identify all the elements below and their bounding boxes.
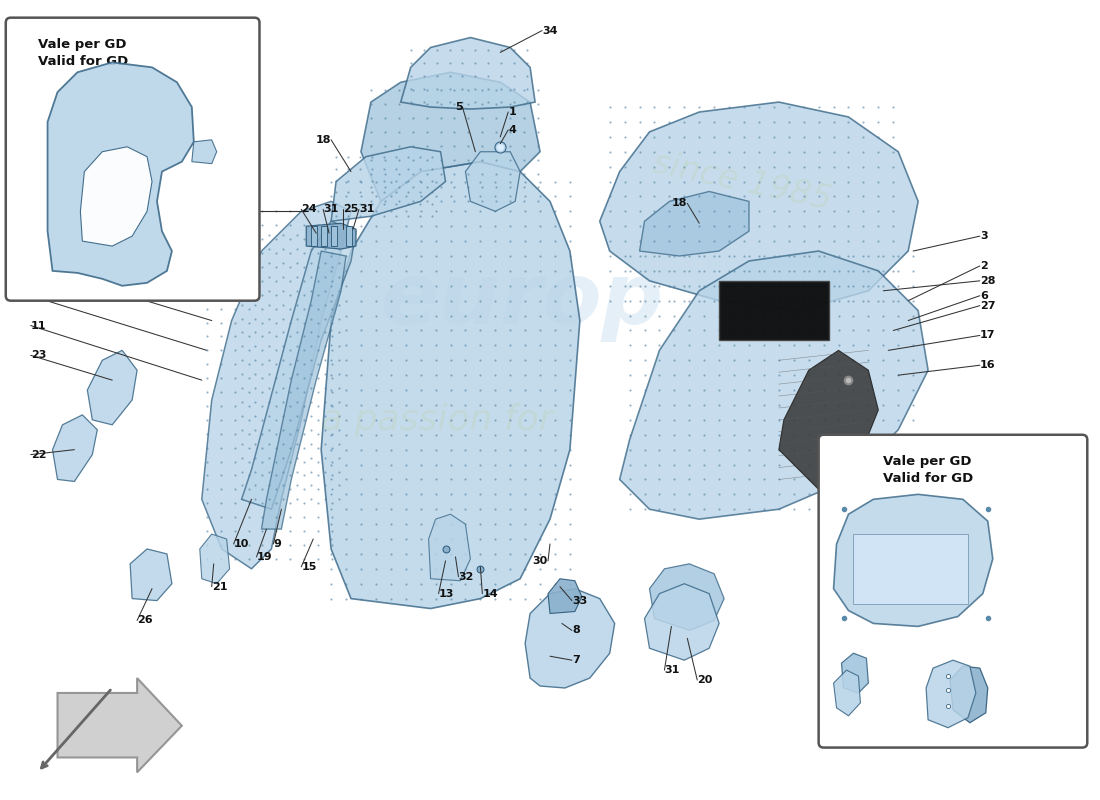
Text: 14: 14: [482, 589, 498, 598]
Polygon shape: [600, 102, 918, 310]
Polygon shape: [201, 202, 351, 569]
Polygon shape: [854, 534, 968, 603]
Text: 31: 31: [323, 204, 339, 214]
Text: 16: 16: [980, 360, 996, 370]
Text: 20: 20: [697, 675, 713, 685]
Polygon shape: [47, 62, 194, 286]
Text: 24: 24: [301, 204, 317, 214]
Polygon shape: [321, 162, 580, 609]
Text: 35: 35: [31, 281, 46, 290]
Text: 31: 31: [835, 693, 850, 703]
Text: 8: 8: [572, 626, 580, 635]
Polygon shape: [306, 223, 356, 249]
Text: 26: 26: [138, 615, 153, 626]
Text: 37: 37: [835, 708, 850, 718]
Text: 10: 10: [233, 539, 249, 549]
Text: Vale per GD
Valid for GD: Vale per GD Valid for GD: [883, 454, 974, 485]
Text: 19: 19: [256, 552, 272, 562]
Polygon shape: [53, 415, 97, 482]
Text: 13: 13: [439, 589, 454, 598]
Polygon shape: [834, 670, 860, 716]
Text: 11: 11: [31, 321, 46, 330]
Polygon shape: [619, 251, 928, 519]
Polygon shape: [87, 350, 138, 425]
Text: 4: 4: [508, 125, 516, 135]
Polygon shape: [950, 666, 988, 722]
Text: 3: 3: [980, 231, 988, 241]
Text: 1: 1: [508, 107, 516, 117]
Polygon shape: [719, 281, 828, 341]
Polygon shape: [645, 584, 719, 660]
Polygon shape: [429, 514, 471, 581]
Text: 15: 15: [301, 562, 317, 572]
Text: 30: 30: [31, 261, 46, 271]
Text: 31: 31: [359, 204, 374, 214]
Polygon shape: [331, 226, 337, 246]
Polygon shape: [80, 146, 152, 246]
Text: 36: 36: [1025, 708, 1041, 718]
Text: 7: 7: [572, 655, 580, 665]
Polygon shape: [130, 549, 172, 601]
Text: 22: 22: [31, 450, 46, 460]
Polygon shape: [57, 678, 182, 772]
Text: 2: 2: [980, 261, 988, 271]
Polygon shape: [400, 38, 535, 109]
FancyBboxPatch shape: [6, 18, 260, 301]
Polygon shape: [331, 146, 446, 222]
Polygon shape: [649, 564, 724, 630]
Text: 6: 6: [1025, 536, 1034, 546]
Text: Vale per GD
Valid for GD: Vale per GD Valid for GD: [37, 38, 128, 67]
Text: 32: 32: [459, 572, 474, 582]
Polygon shape: [548, 578, 582, 614]
Polygon shape: [525, 589, 615, 688]
Text: europ: europ: [381, 259, 664, 342]
Polygon shape: [465, 152, 520, 211]
Polygon shape: [200, 534, 230, 584]
Polygon shape: [346, 226, 352, 246]
Text: 17: 17: [980, 330, 996, 341]
Text: 9: 9: [274, 539, 282, 549]
Polygon shape: [361, 72, 540, 202]
Polygon shape: [321, 226, 327, 246]
Text: 28: 28: [980, 276, 996, 286]
Text: 6: 6: [980, 290, 988, 301]
Text: a passion for: a passion for: [321, 403, 553, 437]
Text: 27: 27: [980, 301, 996, 310]
Text: 18: 18: [316, 135, 331, 145]
Polygon shape: [191, 140, 217, 164]
Text: 29: 29: [31, 290, 46, 301]
Polygon shape: [834, 494, 993, 626]
Text: 23: 23: [31, 350, 46, 360]
Text: 34: 34: [542, 26, 558, 35]
Polygon shape: [779, 350, 878, 490]
Text: since 1985: since 1985: [649, 146, 835, 217]
Polygon shape: [311, 226, 317, 246]
Polygon shape: [262, 251, 346, 529]
Polygon shape: [639, 191, 749, 256]
Text: 21: 21: [211, 582, 228, 592]
Text: 33: 33: [572, 595, 587, 606]
Text: 5: 5: [454, 102, 462, 112]
Text: 30: 30: [532, 556, 548, 566]
Text: 12: 12: [31, 231, 46, 241]
Polygon shape: [242, 222, 356, 510]
Polygon shape: [926, 660, 976, 728]
Text: 31: 31: [664, 665, 680, 675]
FancyBboxPatch shape: [818, 434, 1087, 747]
Text: 31: 31: [1025, 675, 1041, 685]
Text: 18: 18: [672, 198, 688, 208]
Text: 25: 25: [343, 204, 359, 214]
Polygon shape: [842, 654, 868, 693]
